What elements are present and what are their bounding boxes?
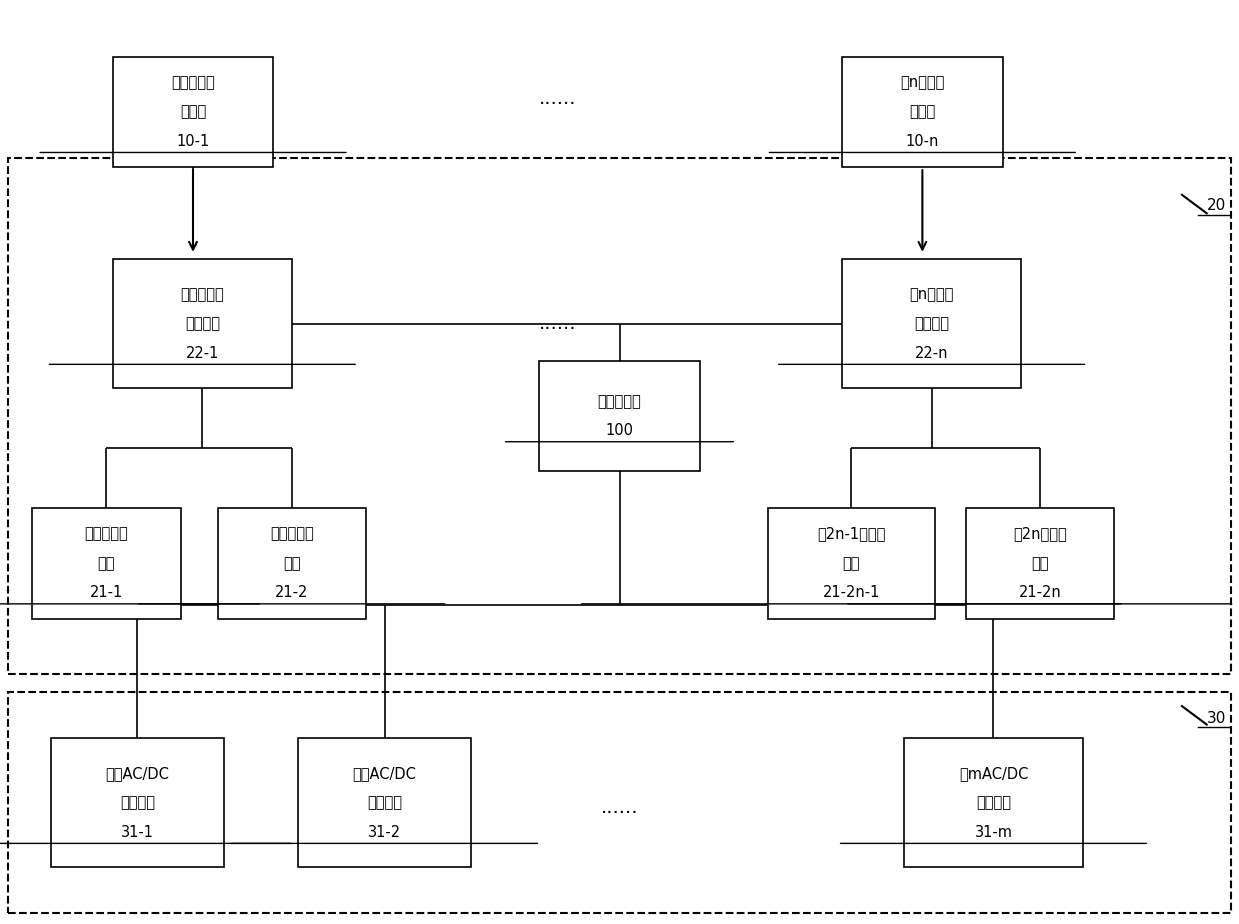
Text: 22-1: 22-1	[186, 346, 219, 360]
FancyBboxPatch shape	[843, 260, 1021, 388]
Text: 10-n: 10-n	[906, 134, 939, 149]
Text: 第一AC/DC: 第一AC/DC	[105, 766, 170, 781]
Text: 第二太阳能: 第二太阳能	[270, 527, 313, 541]
Text: 整流模块: 整流模块	[120, 796, 155, 810]
Text: 模块: 模块	[98, 556, 115, 571]
Text: 21-2: 21-2	[275, 585, 309, 601]
Text: 10-1: 10-1	[176, 134, 209, 149]
Text: 31-2: 31-2	[368, 825, 401, 840]
Text: 第二AC/DC: 第二AC/DC	[353, 766, 416, 781]
Text: 21-2n-1: 21-2n-1	[823, 585, 880, 601]
FancyBboxPatch shape	[299, 738, 471, 868]
Text: 20: 20	[1207, 199, 1225, 213]
FancyBboxPatch shape	[903, 738, 1083, 868]
Text: 监控单元: 监控单元	[185, 316, 219, 332]
FancyBboxPatch shape	[768, 508, 934, 618]
FancyBboxPatch shape	[113, 260, 292, 388]
Text: 第mAC/DC: 第mAC/DC	[959, 766, 1028, 781]
Text: 第n太阳能: 第n太阳能	[901, 75, 944, 90]
FancyBboxPatch shape	[843, 56, 1002, 167]
Text: 监控单元: 监控单元	[914, 316, 949, 332]
Text: 阵列组: 阵列组	[909, 104, 935, 119]
Text: 主控制模块: 主控制模块	[597, 394, 642, 408]
FancyBboxPatch shape	[218, 508, 366, 618]
Text: 30: 30	[1207, 711, 1227, 725]
Text: 整流模块: 整流模块	[367, 796, 403, 810]
Text: 100: 100	[606, 423, 633, 438]
FancyBboxPatch shape	[32, 508, 181, 618]
Text: 第n分布式: 第n分布式	[909, 286, 954, 302]
Text: 第一太阳能: 第一太阳能	[84, 527, 129, 541]
Text: ......: ......	[539, 89, 576, 107]
Text: 第一分布式: 第一分布式	[181, 286, 224, 302]
Text: 21-1: 21-1	[90, 585, 123, 601]
FancyBboxPatch shape	[965, 508, 1114, 618]
Text: 31-m: 31-m	[974, 825, 1012, 840]
Text: 阵列组: 阵列组	[180, 104, 206, 119]
Text: ......: ......	[601, 798, 638, 817]
Text: 22-n: 22-n	[914, 346, 948, 360]
Text: 第2n-1太阳能: 第2n-1太阳能	[817, 527, 886, 541]
Text: 21-2n: 21-2n	[1018, 585, 1061, 601]
Text: 模块: 模块	[1031, 556, 1048, 571]
Text: 第2n太阳能: 第2n太阳能	[1014, 527, 1067, 541]
FancyBboxPatch shape	[51, 738, 224, 868]
Text: 模块: 模块	[843, 556, 860, 571]
Text: ......: ......	[539, 314, 576, 334]
Text: 31-1: 31-1	[121, 825, 154, 840]
Text: 第一太阳能: 第一太阳能	[171, 75, 214, 90]
FancyBboxPatch shape	[113, 56, 274, 167]
Text: 模块: 模块	[284, 556, 301, 571]
Text: 整流模块: 整流模块	[976, 796, 1011, 810]
FancyBboxPatch shape	[539, 360, 700, 471]
